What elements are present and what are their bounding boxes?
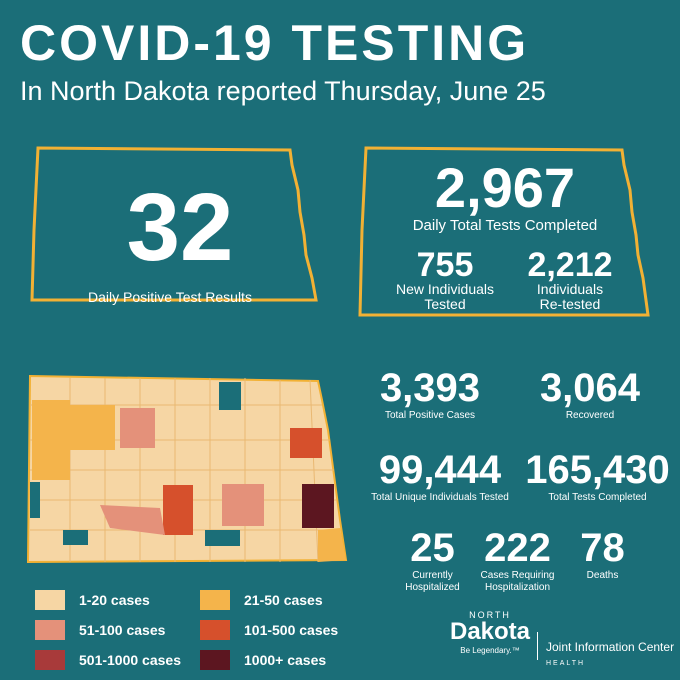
- new-individuals-label: New Individuals Tested: [380, 282, 510, 311]
- cases-hosp-value: 222: [484, 526, 551, 570]
- unique-tested-label: Total Unique Individuals Tested: [371, 492, 509, 503]
- nd-logo: NORTH Dakota Be Legendary.™: [440, 610, 540, 655]
- daily-tests-label: Daily Total Tests Completed: [412, 217, 598, 234]
- page-subtitle: In North Dakota reported Thursday, June …: [20, 76, 546, 106]
- deaths-value: 78: [580, 526, 625, 570]
- county-map: [26, 374, 348, 564]
- logo-top: NORTH: [469, 610, 511, 620]
- legend-item-51-100: 51-100 cases: [35, 620, 165, 640]
- legend-swatch: [200, 590, 230, 610]
- total-tests-value: 165,430: [525, 448, 670, 492]
- cases-hosp-label-line2: Hospitalization: [484, 581, 551, 593]
- legend-swatch: [200, 650, 230, 670]
- legend-label: 501-1000 cases: [79, 652, 181, 668]
- total-tests-label: Total Tests Completed: [548, 492, 647, 503]
- legend-label: 101-500 cases: [244, 622, 339, 638]
- legend-swatch: [35, 650, 65, 670]
- retested-label: Individuals Re-tested: [510, 282, 630, 311]
- cases-hosp-label-line1: Cases Requiring: [480, 570, 555, 581]
- state-outline-right: [358, 146, 650, 317]
- cases-hosp-label: Cases Requiring Hospitalization: [475, 570, 560, 593]
- recovered-label: Recovered: [565, 410, 615, 421]
- daily-tests-value: 2,967: [434, 156, 576, 219]
- new-individuals-label-line2: Tested: [424, 295, 466, 312]
- total-tests-stat: 165,430 Total Tests Completed: [525, 450, 670, 504]
- cases-hosp-stat: 222 Cases Requiring Hospitalization: [475, 528, 560, 593]
- new-individuals-value: 755: [416, 246, 474, 284]
- total-positive-label: Total Positive Cases: [384, 410, 476, 421]
- hospitalized-label-line1: Currently: [412, 570, 453, 581]
- retested-value: 2,212: [527, 246, 613, 284]
- recovered-stat: 3,064 Recovered: [530, 368, 650, 422]
- jic-label: Joint Information Center: [546, 640, 675, 654]
- legend-label: 1000+ cases: [244, 652, 327, 668]
- deaths-stat: 78 Deaths: [570, 528, 635, 582]
- recovered-value: 3,064: [539, 366, 641, 410]
- legend-swatch: [200, 620, 230, 640]
- new-individuals-label-line1: New Individuals: [395, 281, 495, 297]
- hospitalized-label: Currently Hospitalized: [395, 570, 470, 593]
- legend-swatch: [35, 620, 65, 640]
- legend-label: 21-50 cases: [244, 592, 323, 608]
- unique-tested-value: 99,444: [378, 448, 502, 492]
- total-positive-stat: 3,393 Total Positive Cases: [370, 368, 490, 422]
- legend-label: 1-20 cases: [79, 592, 150, 608]
- health-label: HEALTH: [546, 660, 586, 667]
- state-outline-left: [30, 146, 318, 302]
- legend-item-1000-plus: 1000+ cases: [200, 650, 326, 670]
- daily-positive-value: 32: [126, 174, 234, 281]
- hospitalized-stat: 25 Currently Hospitalized: [395, 528, 470, 593]
- retested-label-line1: Individuals: [536, 281, 604, 297]
- deaths-label: Deaths: [586, 570, 619, 581]
- page-title: COVID-19 TESTING: [20, 15, 530, 71]
- legend-item-101-500: 101-500 cases: [200, 620, 338, 640]
- legend-swatch: [35, 590, 65, 610]
- hospitalized-value: 25: [410, 526, 455, 570]
- total-positive-value: 3,393: [379, 366, 481, 410]
- daily-positive-label: Daily Positive Test Results: [88, 289, 252, 305]
- legend-label: 51-100 cases: [79, 622, 166, 638]
- legend-item-501-1000: 501-1000 cases: [35, 650, 181, 670]
- legend-item-21-50: 21-50 cases: [200, 590, 323, 610]
- logo-name: Dakota: [449, 618, 531, 645]
- logo-tagline: Be Legendary.™: [460, 646, 520, 655]
- retested-label-line2: Re-tested: [539, 295, 601, 312]
- logo-divider: [537, 632, 538, 660]
- legend-item-1-20: 1-20 cases: [35, 590, 150, 610]
- unique-tested-stat: 99,444 Total Unique Individuals Tested: [365, 450, 515, 504]
- hospitalized-label-line2: Hospitalized: [405, 581, 460, 593]
